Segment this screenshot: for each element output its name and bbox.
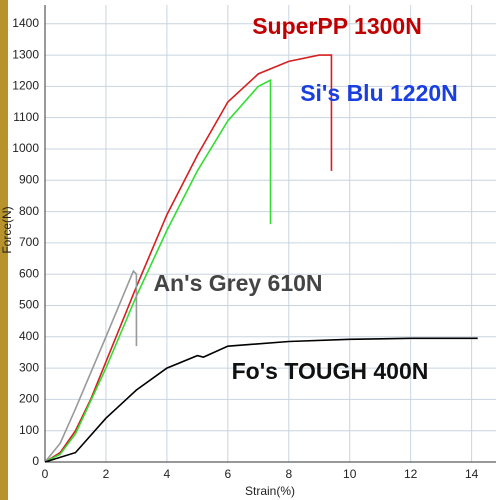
y-tick-label: 1400 xyxy=(12,16,39,30)
y-tick-label: 200 xyxy=(19,392,39,406)
x-tick-label: 10 xyxy=(343,467,357,481)
side-strip xyxy=(0,0,8,500)
y-tick-label: 800 xyxy=(19,204,39,218)
series-label: An's Grey 610N xyxy=(153,270,322,296)
series-label: SuperPP 1300N xyxy=(252,13,422,39)
x-tick-label: 0 xyxy=(42,467,49,481)
series-label: Fo's TOUGH 400N xyxy=(232,358,429,384)
y-tick-label: 1000 xyxy=(12,141,39,155)
series-line xyxy=(44,54,333,463)
y-tick-label: 300 xyxy=(19,360,39,374)
x-tick-label: 4 xyxy=(164,467,171,481)
y-tick-label: 400 xyxy=(19,329,39,343)
y-tick-label: 500 xyxy=(19,298,39,312)
y-tick-label: 600 xyxy=(19,266,39,280)
series-label: Si's Blu 1220N xyxy=(300,80,458,106)
series-line xyxy=(44,337,478,463)
x-tick-label: 2 xyxy=(103,467,110,481)
y-tick-label: 100 xyxy=(19,423,39,437)
x-tick-label: 8 xyxy=(285,467,292,481)
series-line xyxy=(44,269,138,463)
x-tick-label: 6 xyxy=(224,467,231,481)
x-axis-label: Strain(%) xyxy=(245,484,295,498)
y-axis-label: Force(N) xyxy=(0,206,14,253)
y-tick-label: 900 xyxy=(19,172,39,186)
y-tick-label: 700 xyxy=(19,235,39,249)
x-tick-label: 12 xyxy=(404,467,418,481)
x-tick-label: 14 xyxy=(465,467,479,481)
y-tick-label: 1200 xyxy=(12,79,39,93)
y-tick-label: 0 xyxy=(32,454,39,468)
y-tick-label: 1100 xyxy=(13,110,39,124)
series-line xyxy=(44,78,272,463)
y-tick-label: 1300 xyxy=(12,47,39,61)
